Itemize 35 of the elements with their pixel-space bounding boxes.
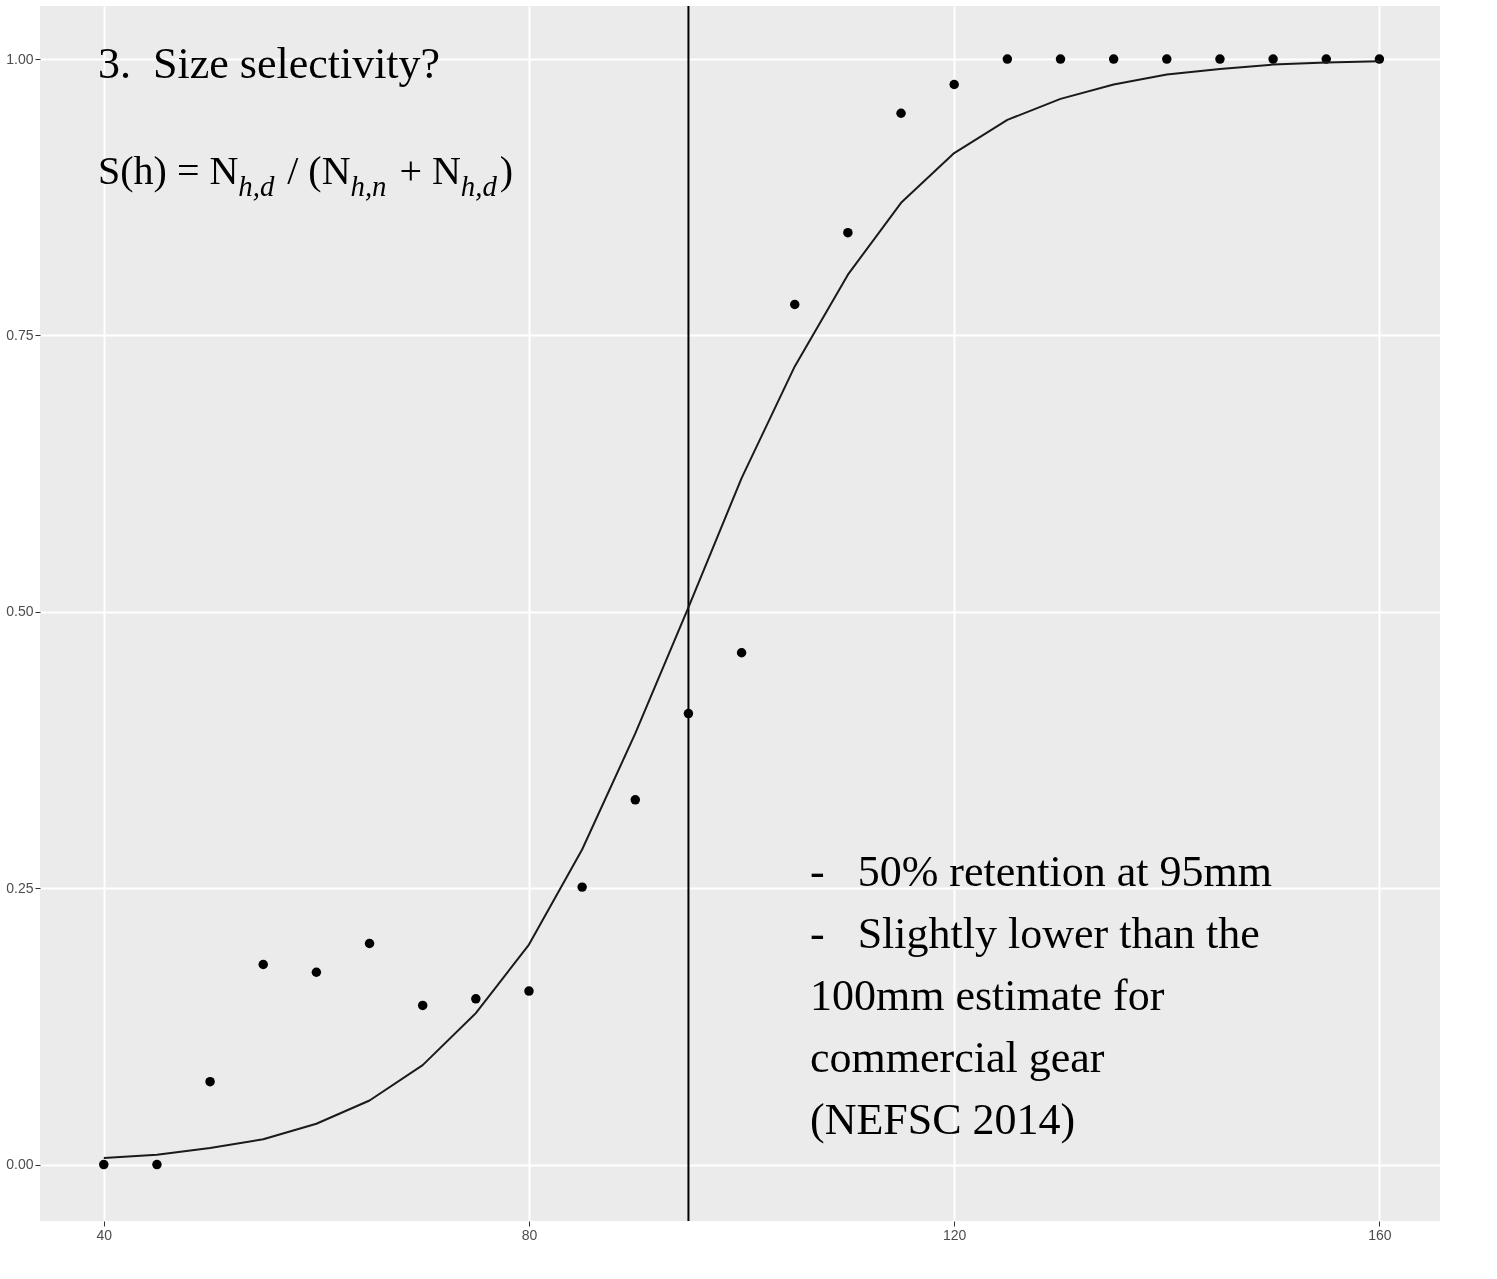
- x-tick-label: 40: [96, 1226, 113, 1243]
- point: [524, 986, 534, 996]
- annotation: - Slightly lower than the 100mm estimate for commercial gear (NEFSC 2014): [810, 909, 1260, 1144]
- point: [152, 1159, 162, 1170]
- point: [311, 967, 322, 977]
- annotation: - 50% retention at 95mm: [810, 847, 1272, 896]
- point: [949, 79, 959, 90]
- point: [630, 795, 641, 805]
- y-tick-label: 0.75: [6, 326, 34, 343]
- point: [1002, 54, 1013, 64]
- point: [736, 648, 747, 658]
- point: [1055, 54, 1066, 64]
- point: [1215, 54, 1225, 64]
- point: [896, 108, 906, 118]
- annotation: 3. Size selectivity?: [98, 39, 441, 88]
- y-tick-label: 0.50: [6, 603, 34, 620]
- point: [205, 1076, 215, 1087]
- x-tick-label: 120: [943, 1226, 967, 1243]
- point: [99, 1159, 109, 1170]
- y-tick-label: 0.00: [6, 1156, 34, 1173]
- point: [471, 994, 481, 1004]
- point: [683, 708, 694, 719]
- x-tick-label: 160: [1368, 1226, 1392, 1243]
- point: [258, 959, 268, 970]
- point: [790, 299, 800, 310]
- point: [417, 1000, 428, 1011]
- point: [577, 882, 587, 892]
- point: [843, 227, 853, 238]
- x-tick-label: 80: [521, 1226, 538, 1243]
- point: [1268, 54, 1278, 64]
- y-tick-label: 1.00: [6, 50, 34, 67]
- point: [1162, 54, 1172, 64]
- point: [364, 938, 375, 949]
- point: [1108, 54, 1119, 64]
- y-tick-label: 0.25: [6, 879, 34, 896]
